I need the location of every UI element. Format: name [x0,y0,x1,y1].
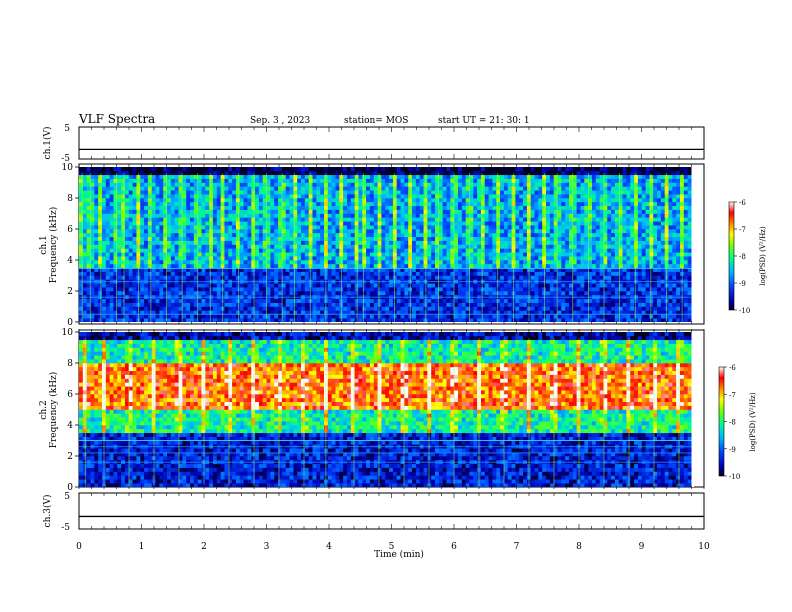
ch1-voltage-ytick-top: 5 [64,124,70,134]
ytick-label: 10 [62,328,74,338]
ytick-label: 2 [67,287,73,297]
ch3-voltage-ytick-bottom: -5 [61,523,70,533]
x-axis-label: Time (min) [374,549,424,560]
colorbar-tick-label: -10 [739,307,750,315]
ytick-label: 8 [67,194,73,204]
xtick-label: 8 [576,542,582,552]
ytick-label: 0 [67,483,73,493]
ch1-colorbar: -6 -7 -8 -9 -10 log(PSD) (V²/Hz) [728,199,767,315]
ch1-voltage-ylabel: ch.1(V) [42,127,53,160]
colorbar-tick-label: -9 [739,280,746,288]
ch1-spectrogram-ylabel-channel: ch.1 [39,235,49,254]
ch2-colorbar: -6 -7 -8 -9 -10 log(PSD) (V²/Hz) [718,364,757,481]
xtick-label: 6 [451,542,457,552]
ytick-label: 4 [67,256,73,266]
xtick-label: 2 [201,542,207,552]
colorbar-tick-label: -6 [739,199,746,207]
ytick-label: 8 [67,359,73,369]
ytick-label: 6 [67,390,73,400]
colorbar-tick-label: -10 [729,473,740,481]
colorbar-tick-label: -7 [729,391,736,399]
xtick-label: 1 [139,542,145,552]
ch1-spectrogram-ylabel-frequency: Frequency (kHz) [48,207,59,284]
xtick-label: 5 [389,542,395,552]
xtick-label: 0 [76,542,82,552]
colorbar-tick-label: -8 [739,253,746,261]
ch2-spectrogram-image [79,332,694,487]
ch2-colorbar-label: log(PSD) (V²/Hz) [749,392,757,451]
ytick-label: 0 [67,318,73,328]
ytick-label: 2 [67,452,73,462]
xtick-label: 7 [514,542,520,552]
ytick-label: 4 [67,421,73,431]
ch2-spectrogram-ylabel-channel: ch.2 [39,400,49,419]
ch1-voltage-ytick-bottom: -5 [61,154,70,164]
ytick-label: 10 [62,163,74,173]
ch3-voltage-ytick-top: 5 [64,492,70,502]
colorbar-tick-label: -9 [729,446,736,454]
colorbar-tick-label: -8 [729,419,736,427]
xtick-label: 4 [326,542,332,552]
xtick-label: 10 [698,542,710,552]
ch3-voltage-panel: 5 -5 ch.3(V) [42,492,705,533]
x-axis: 0 1 2 3 4 5 6 7 8 9 10 [76,542,710,552]
xtick-label: 9 [639,542,645,552]
ch1-colorbar-label: log(PSD) (V²/Hz) [759,226,767,285]
colorbar-tick-label: -7 [739,226,746,234]
ch2-spectrogram-panel: 10 8 6 4 2 0 ch.2 Frequency (kHz) [39,328,705,493]
ch1-spectrogram-panel: 10 8 6 4 2 0 ch.1 Frequency (kHz) [39,163,705,328]
station-label: station= MOS [344,116,408,126]
ch1-voltage-panel: 5 -5 ch.1(V) [42,124,705,164]
ch3-voltage-ylabel: ch.3(V) [42,495,53,528]
ch2-spectrogram-ylabel-frequency: Frequency (kHz) [48,372,59,449]
colorbar-tick-label: -6 [729,364,736,372]
ytick-label: 6 [67,225,73,235]
start-ut-label: start UT = 21: 30: 1 [438,116,530,126]
date-label: Sep. 3 , 2023 [250,116,310,126]
figure-title: VLF Spectra [78,112,155,126]
ch1-spectrogram-image [79,167,694,322]
xtick-label: 3 [264,542,270,552]
